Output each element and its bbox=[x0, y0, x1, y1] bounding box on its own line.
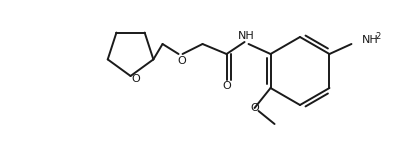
Text: NH: NH bbox=[361, 35, 378, 45]
Text: O: O bbox=[222, 81, 231, 91]
Text: O: O bbox=[131, 74, 140, 84]
Text: NH: NH bbox=[238, 31, 255, 41]
Text: O: O bbox=[177, 56, 186, 66]
Text: 2: 2 bbox=[375, 32, 381, 40]
Text: O: O bbox=[250, 103, 259, 113]
